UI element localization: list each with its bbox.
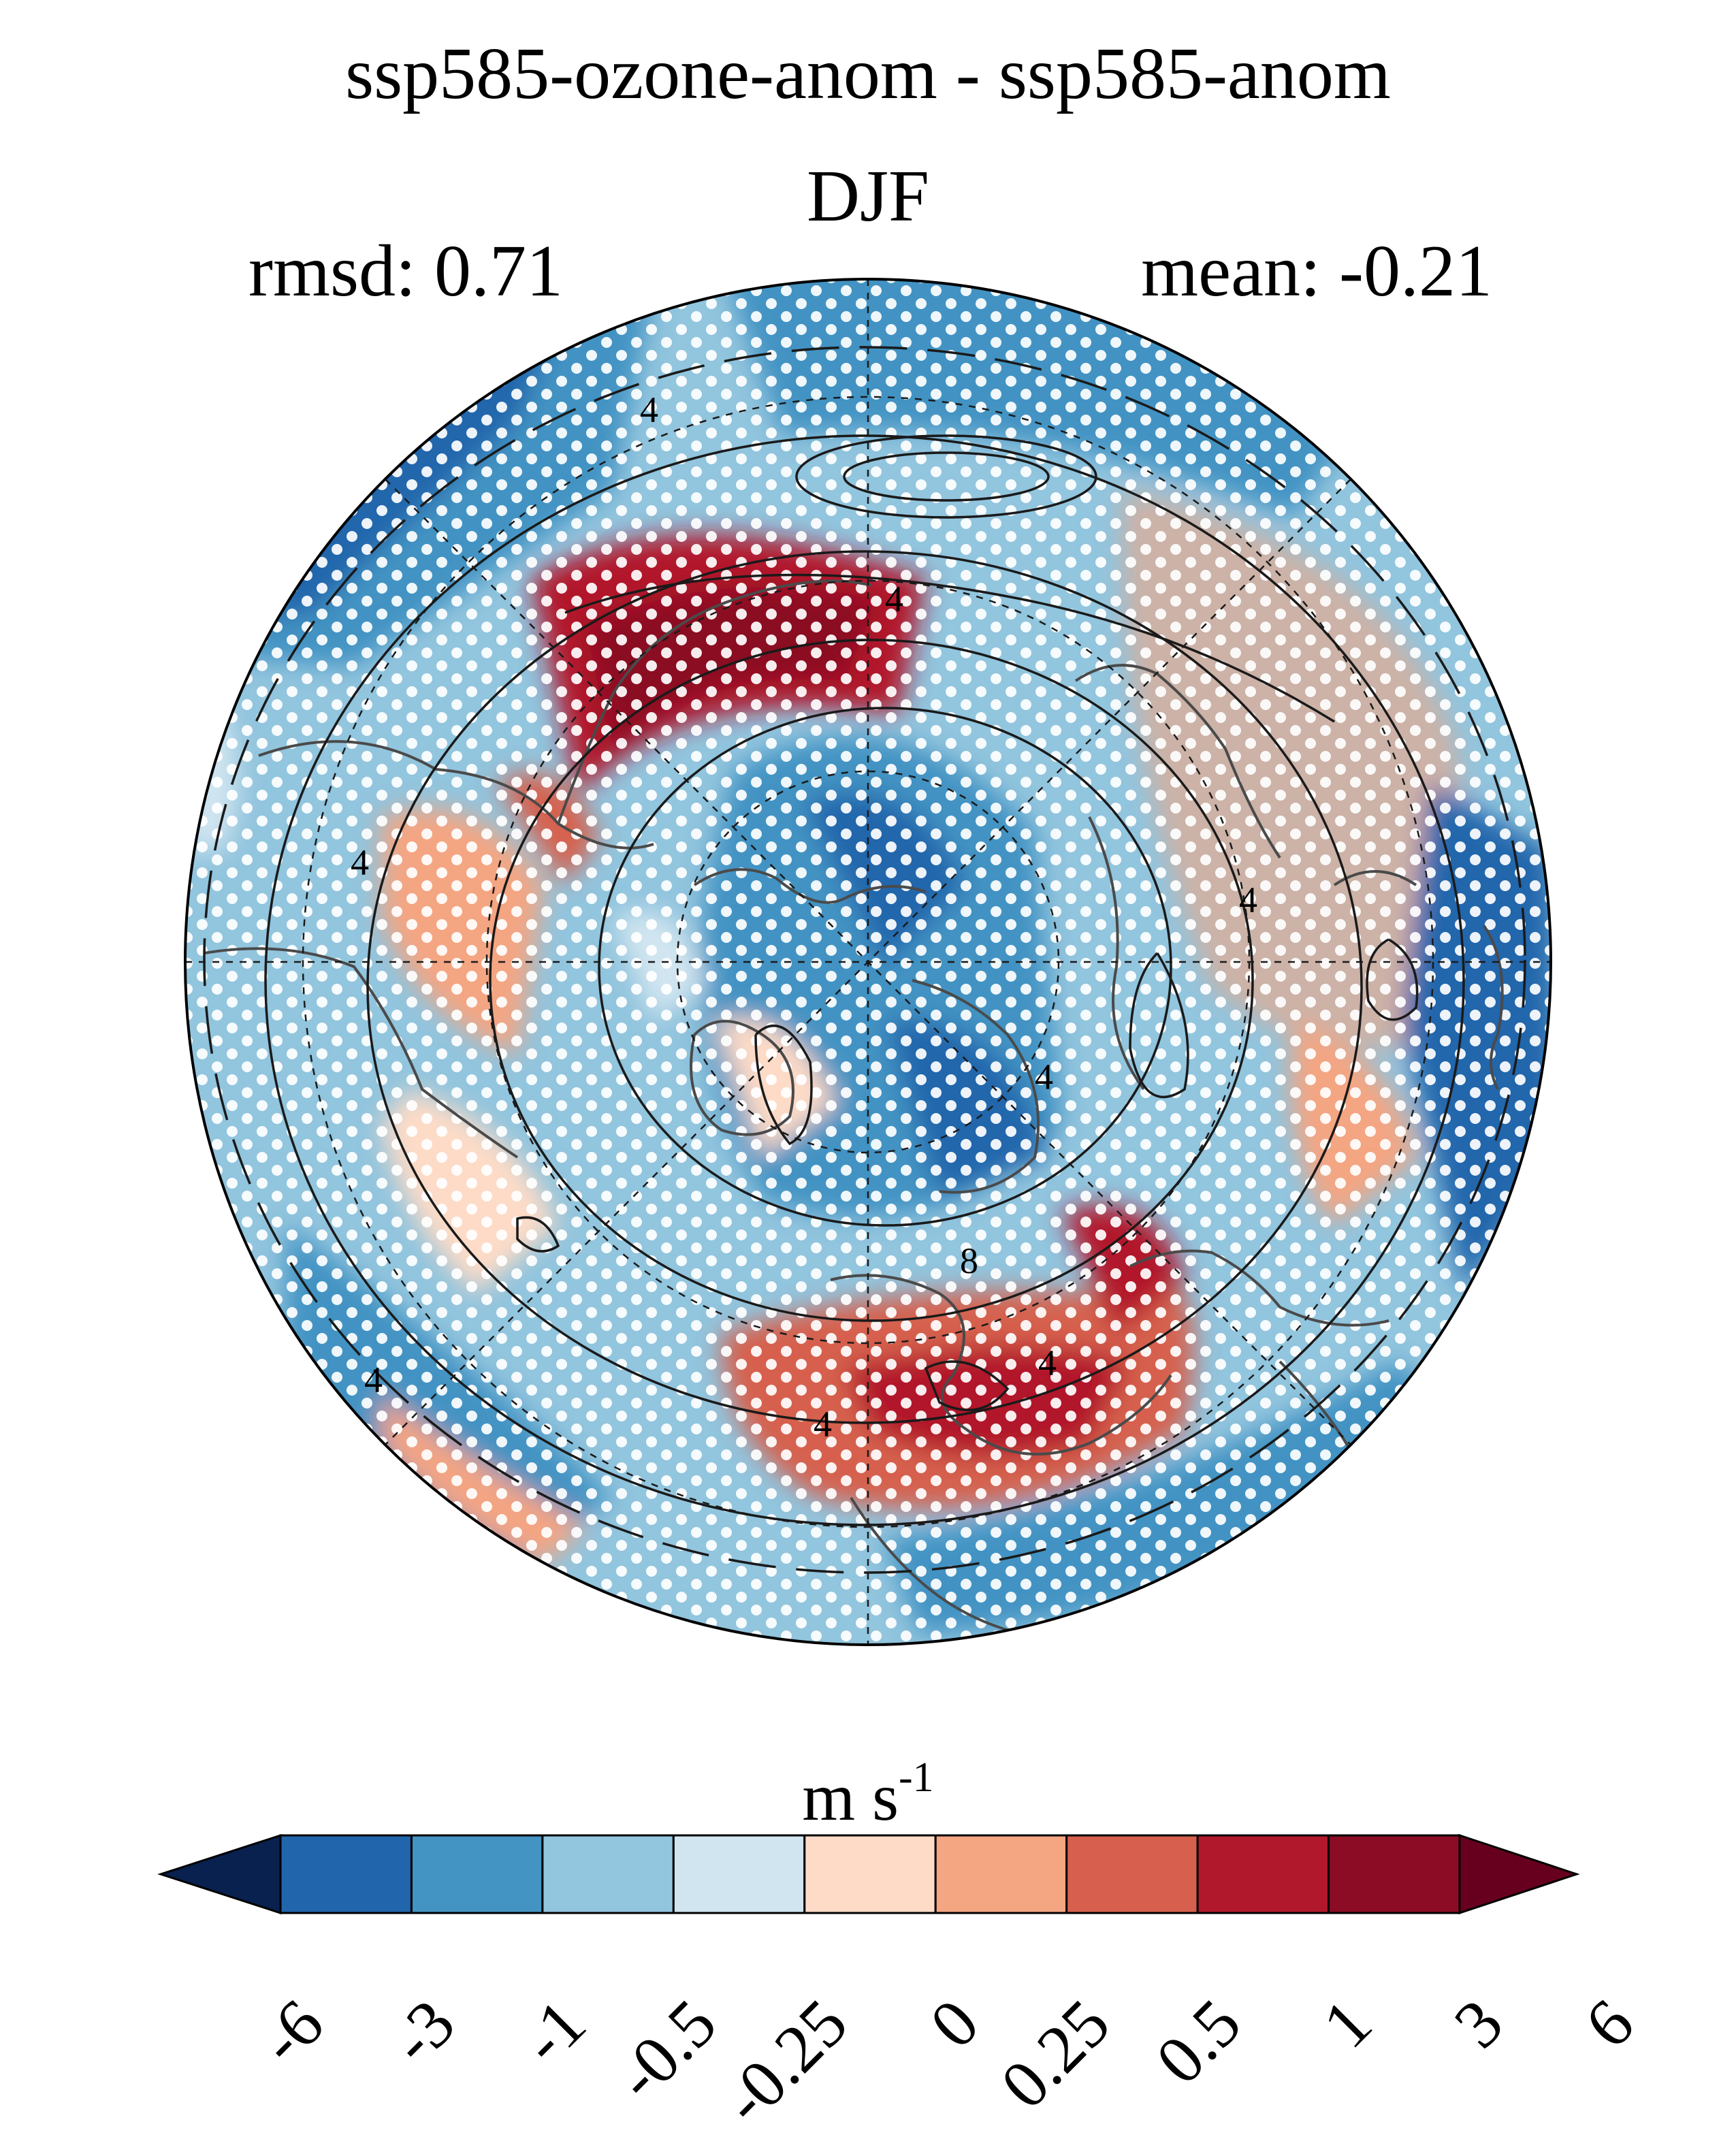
rmsd-label: rmsd: 0.71 — [248, 231, 564, 312]
contour-label: 4 — [1035, 1057, 1053, 1097]
colorbar-box — [803, 1834, 937, 1914]
colorbar-box — [1328, 1834, 1461, 1914]
graticule — [185, 279, 1551, 1645]
contour-label: 4 — [640, 389, 658, 430]
contour-labels: 4 4 4 4 4 4 4 4 8 — [351, 389, 1257, 1445]
contour-label: 4 — [351, 842, 369, 883]
colorbar-units: m s-1 — [0, 1756, 1736, 1831]
map-border — [184, 278, 1552, 1646]
contour-label: 4 — [814, 1404, 832, 1445]
colorbar-box — [279, 1834, 413, 1914]
colorbar-upper-extension — [1458, 1833, 1580, 1915]
colorbar-box — [1196, 1834, 1330, 1914]
colorbar-box — [934, 1834, 1068, 1914]
colorbar-box — [410, 1834, 544, 1914]
mean-label: mean: -0.21 — [1141, 231, 1492, 312]
climatology-contours — [203, 346, 1526, 1574]
contour-label: 4 — [885, 579, 903, 620]
colorbar-lower-extension — [157, 1833, 282, 1915]
polar-map: 4 4 4 4 4 4 4 4 8 — [184, 278, 1552, 1646]
units-base: m s — [802, 1759, 899, 1835]
colorbar-box — [541, 1834, 675, 1914]
contour-label: 8 — [960, 1240, 978, 1281]
contour-label: 4 — [364, 1360, 383, 1400]
figure-title: ssp585-ozone-anom - ssp585-anom — [345, 33, 1391, 114]
units-exponent: -1 — [899, 1754, 934, 1801]
colorbar-box — [672, 1834, 806, 1914]
contour-label: 4 — [1239, 880, 1257, 920]
colorbar-box — [1065, 1834, 1199, 1914]
contour-label: 4 — [1038, 1342, 1057, 1383]
season-label: DJF — [806, 156, 930, 237]
